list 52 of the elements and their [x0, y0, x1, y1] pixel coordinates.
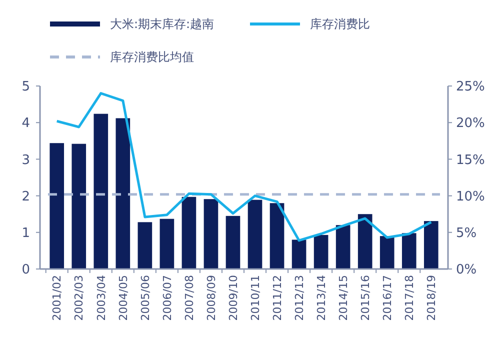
bar [138, 222, 152, 269]
y2-tick-label: 10% [456, 189, 485, 204]
bar [72, 144, 86, 269]
bar [116, 118, 130, 269]
x-tick-label: 2012/13 [292, 275, 306, 321]
bar [402, 233, 416, 269]
y-tick-label: 5 [22, 80, 30, 95]
x-tick-label: 2005/06 [138, 275, 152, 321]
y2-tick-label: 5% [456, 226, 477, 241]
x-tick-label: 2017/18 [402, 275, 416, 321]
x-tick-label: 2013/14 [314, 275, 328, 321]
bar [358, 214, 372, 269]
y-tick-label: 0 [22, 262, 30, 278]
x-tick-label: 2007/08 [182, 275, 196, 321]
x-tick-label: 2014/15 [336, 275, 350, 321]
legend-label: 库存消费比 [310, 17, 370, 32]
x-tick-label: 2002/03 [72, 275, 86, 321]
x-tick-label: 2009/10 [226, 275, 240, 321]
x-tick-label: 2008/09 [204, 275, 218, 321]
x-tick-label: 2004/05 [116, 275, 130, 321]
x-tick-label: 2015/16 [358, 275, 372, 321]
x-tick-label: 2011/12 [270, 275, 284, 321]
bar [292, 240, 306, 269]
legend-label: 库存消费比均值 [110, 50, 194, 64]
y2-tick-label: 25% [456, 80, 485, 95]
bar [204, 199, 218, 269]
y2-tick-label: 20% [456, 116, 485, 132]
bar [94, 114, 108, 269]
bar [160, 218, 174, 269]
bar [182, 196, 196, 269]
bar [336, 225, 350, 269]
x-tick-label: 2016/17 [380, 275, 394, 321]
legend-label: 大米:期末库存:越南 [110, 17, 214, 32]
bar [226, 216, 240, 269]
bar [248, 200, 262, 269]
y-tick-label: 1 [22, 226, 30, 241]
x-tick-label: 2003/04 [94, 275, 108, 321]
bar [380, 236, 394, 269]
y2-tick-label: 15% [456, 152, 485, 168]
bar [50, 143, 64, 269]
line-series [56, 92, 432, 242]
y-tick-label: 2 [22, 189, 30, 204]
x-tick-label: 2001/02 [50, 275, 64, 321]
y-tick-label: 4 [22, 116, 30, 132]
y2-tick-label: 0% [456, 262, 477, 278]
x-tick-label: 2010/11 [248, 275, 262, 321]
bar [314, 234, 328, 269]
x-tick-label: 2006/07 [160, 275, 174, 321]
x-tick-label: 2018/19 [424, 275, 438, 321]
y-tick-label: 3 [22, 152, 30, 168]
bar [270, 203, 284, 269]
bar [424, 221, 438, 269]
